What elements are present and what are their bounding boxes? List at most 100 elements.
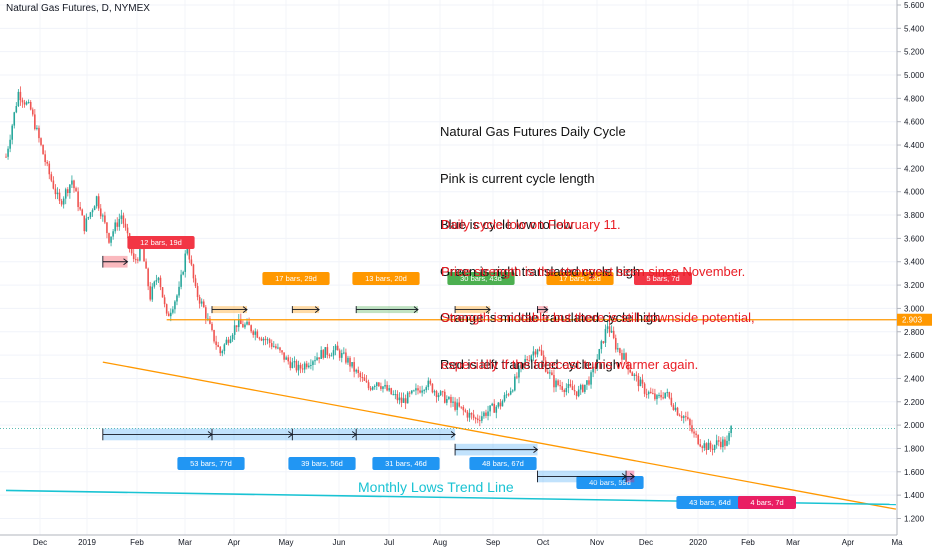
candle-body: [118, 218, 121, 227]
cycle-label-badge: [352, 272, 420, 285]
candle-body: [687, 417, 689, 420]
candle-body: [413, 390, 415, 392]
commentary-line: Price strength is the strongest seen sin…: [441, 263, 746, 279]
candle-body: [567, 383, 570, 389]
candle-body: [479, 420, 481, 422]
candle-body: [466, 411, 469, 418]
candle-body: [347, 357, 349, 363]
y-tick-label: 1.600: [904, 468, 925, 477]
candle-body: [75, 188, 77, 192]
candle-body: [273, 346, 275, 348]
candle-body: [64, 189, 67, 199]
candle-body: [229, 339, 232, 343]
candle-body: [392, 394, 395, 396]
candle-body: [260, 338, 263, 341]
candle-body: [42, 144, 44, 155]
candle-body: [610, 330, 613, 333]
candle-body: [415, 388, 417, 391]
candle-body: [149, 286, 151, 300]
candle-body: [161, 287, 164, 298]
candle-body: [295, 361, 298, 371]
candle-body: [110, 236, 112, 243]
candle-body: [423, 390, 425, 392]
candle-body: [361, 377, 364, 379]
x-tick-label: Nov: [590, 538, 604, 547]
candle-body: [493, 403, 496, 413]
candle-body: [495, 406, 498, 413]
x-tick-label: 2019: [78, 538, 96, 547]
candle-body: [357, 369, 360, 373]
candle-body: [518, 368, 520, 378]
cycle-label-text: 48 bars, 67d: [482, 459, 524, 468]
candle-body: [262, 338, 265, 341]
candle-body: [600, 341, 603, 350]
candle-body: [404, 398, 407, 404]
candle-body: [233, 325, 236, 335]
cycle-label-text: 43 bars, 64d: [689, 498, 731, 507]
candle-body: [225, 339, 228, 345]
candle-body: [549, 372, 551, 374]
candle-body: [56, 192, 59, 195]
candle-body: [384, 384, 386, 387]
candle-body: [176, 295, 178, 302]
orange-descending-trend-line: [102, 361, 897, 510]
candle-body: [553, 375, 555, 388]
candle-body: [435, 391, 438, 398]
candle-body: [25, 102, 28, 105]
candle-body: [324, 347, 327, 358]
candle-body: [516, 376, 518, 378]
y-tick-label: 1.200: [904, 514, 925, 523]
candle-body: [590, 372, 592, 385]
cycle-label-text: 12 bars, 19d: [140, 238, 182, 247]
candle-body: [406, 392, 409, 404]
candle-body: [668, 392, 671, 398]
candle-body: [536, 349, 539, 355]
candle-body: [582, 385, 584, 392]
candle-body: [89, 212, 92, 218]
candle-body: [215, 341, 217, 346]
candle-body: [604, 328, 607, 343]
candle-body: [343, 352, 345, 354]
candle-body: [159, 277, 162, 288]
x-tick-label: Apr: [842, 538, 855, 547]
legend-note-line: Natural Gas Futures Daily Cycle: [440, 124, 626, 139]
candle-body: [378, 382, 380, 387]
candle-body: [380, 386, 382, 389]
candle-body: [689, 419, 691, 426]
candle-body: [281, 350, 283, 353]
candle-body: [7, 148, 9, 157]
cycle-label-text: 31 bars, 46d: [385, 459, 427, 468]
candle-body: [60, 200, 63, 205]
candle-body: [481, 416, 483, 421]
cycle-box-arrowhead: [450, 431, 456, 438]
candle-body: [419, 390, 421, 393]
cycle-box-arrowhead: [533, 446, 539, 453]
candle-body: [464, 410, 467, 412]
candle-body: [623, 353, 625, 360]
candle-body: [81, 209, 84, 216]
candle-body: [126, 227, 129, 234]
candle-body: [211, 323, 213, 331]
candle-body: [643, 383, 646, 394]
candle-body: [213, 330, 215, 342]
candle-body: [682, 416, 685, 418]
candle-body: [79, 207, 81, 210]
candle-body: [359, 372, 362, 378]
legend-note-line: Blue is cycle low to low: [440, 217, 573, 232]
cycle-label-badge: [447, 272, 515, 285]
candle-body: [266, 339, 269, 341]
candle-body: [503, 395, 506, 402]
candle-body: [275, 346, 277, 349]
candle-body: [608, 326, 611, 333]
candle-body: [71, 180, 73, 185]
candle-body: [299, 364, 302, 369]
candle-body: [326, 347, 329, 355]
commentary-line: especially if the forecast turns warmer …: [441, 356, 699, 372]
candle-body: [544, 360, 547, 372]
candle-body: [293, 361, 296, 363]
candle-body: [240, 318, 242, 325]
candle-body: [186, 246, 189, 254]
candle-body: [724, 439, 726, 446]
candle-body: [637, 375, 640, 387]
